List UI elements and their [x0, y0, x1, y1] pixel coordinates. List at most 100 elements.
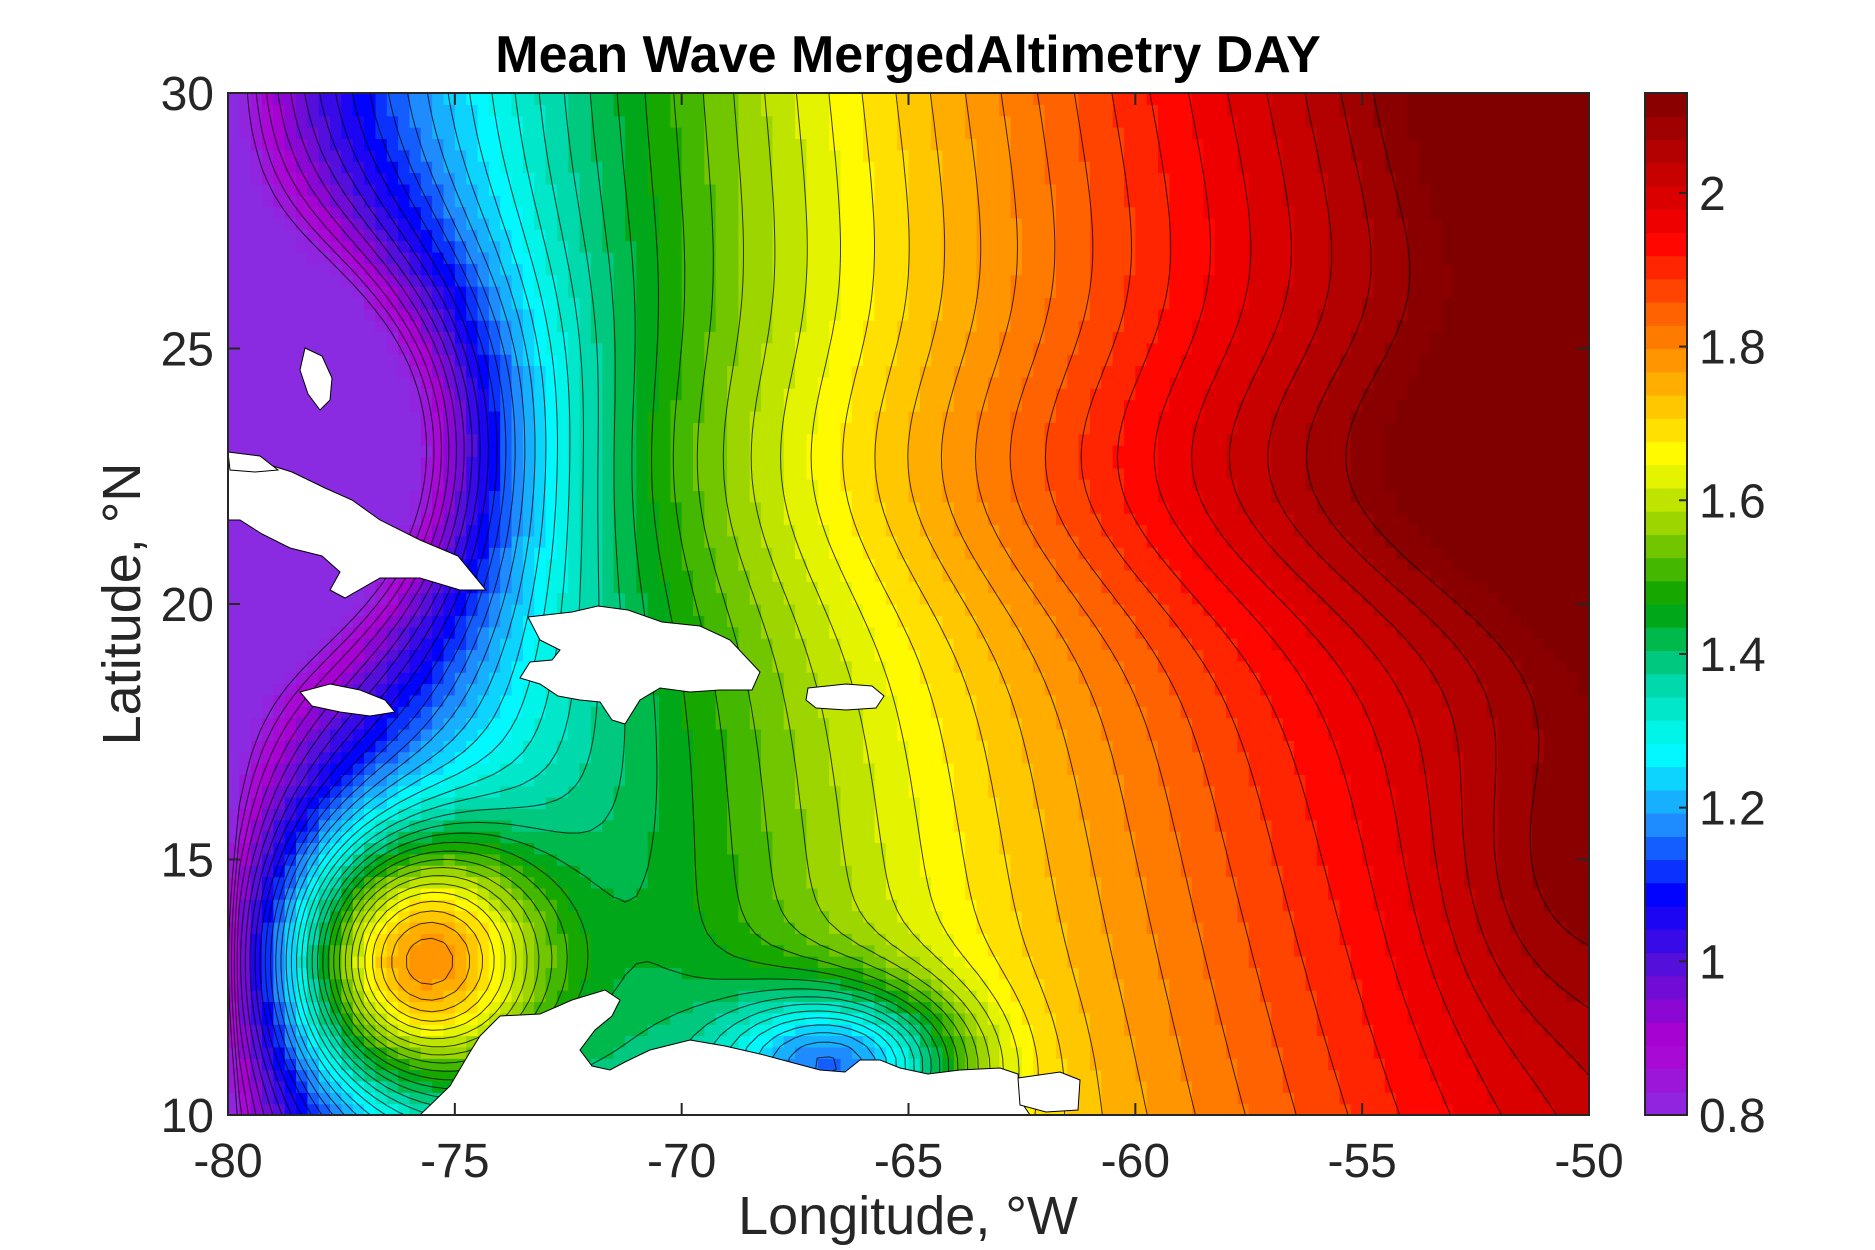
field-cell: [715, 694, 728, 707]
field-cell: [613, 887, 626, 900]
field-cell: [466, 978, 479, 991]
field-cell: [727, 762, 739, 775]
field-cell: [511, 672, 524, 685]
field-cell: [522, 899, 535, 912]
field-cell: [1112, 853, 1125, 866]
field-cell: [987, 717, 1000, 730]
field-cell: [1509, 1092, 1522, 1105]
field-cell: [522, 762, 535, 775]
field-cell: [556, 978, 569, 991]
field-cell: [1339, 876, 1352, 889]
field-cell: [364, 899, 377, 912]
field-cell: [500, 649, 513, 662]
field-cell: [783, 978, 796, 991]
field-cell: [1350, 944, 1363, 957]
field-cell: [840, 740, 853, 753]
field-cell: [874, 762, 887, 775]
field-cell: [262, 865, 274, 878]
field-cell: [624, 910, 637, 923]
field-cell: [545, 774, 558, 787]
field-cell: [534, 683, 547, 696]
field-cell: [613, 1046, 626, 1059]
field-cell: [897, 672, 910, 685]
field-cell: [738, 1024, 751, 1037]
field-cell: [1407, 933, 1420, 946]
field-cell: [500, 921, 513, 934]
field-cell: [636, 887, 649, 900]
field-cell: [1078, 887, 1091, 900]
field-cell: [715, 797, 728, 809]
field-cell: [942, 944, 955, 957]
field-cell: [647, 808, 660, 821]
field-cell: [579, 808, 592, 821]
field-cell: [1407, 853, 1420, 866]
field-cell: [1452, 1069, 1465, 1082]
field-cell: [1146, 933, 1159, 946]
field-cell: [466, 876, 479, 889]
field-cell: [398, 842, 411, 855]
field-cell: [477, 990, 490, 1003]
field-cell: [228, 649, 240, 662]
field-cell: [1237, 865, 1250, 878]
field-cell: [307, 1024, 320, 1037]
field-cell: [1566, 660, 1579, 673]
field-cell: [738, 967, 751, 980]
field-cell: [318, 1046, 331, 1059]
field-cell: [1180, 808, 1193, 821]
field-cell: [1509, 762, 1522, 775]
field-cell: [840, 774, 853, 787]
field-cell: [715, 706, 728, 719]
field-cell: [432, 956, 445, 968]
field-cell: [1532, 1069, 1545, 1082]
field-cell: [1452, 808, 1465, 821]
field-cell: [1475, 694, 1488, 707]
field-cell: [738, 831, 751, 844]
field-cell: [352, 956, 365, 968]
field-cell: [1418, 1069, 1431, 1082]
field-cell: [454, 933, 467, 946]
field-cell: [624, 831, 637, 844]
field-cell: [1418, 717, 1431, 730]
field-cell: [602, 728, 615, 741]
field-cell: [727, 944, 739, 957]
field-cell: [1543, 1001, 1556, 1014]
field-cell: [965, 819, 978, 832]
field-cell: [670, 865, 683, 878]
field-cell: [1021, 967, 1034, 980]
field-cell: [568, 751, 581, 764]
field-cell: [715, 990, 728, 1003]
field-cell: [239, 638, 252, 651]
field-cell: [783, 944, 796, 957]
field-cell: [1554, 728, 1567, 741]
field-cell: [908, 1001, 921, 1014]
field-cell: [1328, 1035, 1341, 1048]
field-cell: [341, 751, 354, 764]
field-cell: [1248, 683, 1261, 696]
field-cell: [624, 785, 637, 798]
field-cell: [296, 1024, 308, 1037]
field-cell: [1543, 672, 1556, 685]
field-cell: [1169, 1001, 1182, 1014]
field-cell: [1532, 774, 1545, 787]
field-cell: [1407, 967, 1420, 980]
field-cell: [1271, 921, 1284, 934]
field-cell: [1158, 819, 1170, 832]
field-cell: [1294, 797, 1307, 809]
field-cell: [749, 774, 762, 787]
field-cell: [1226, 967, 1239, 980]
field-cell: [228, 638, 240, 651]
field-cell: [1486, 649, 1499, 662]
field-cell: [908, 1035, 921, 1048]
field-cell: [1135, 1024, 1148, 1037]
field-cell: [1021, 717, 1034, 730]
field-cell: [783, 706, 796, 719]
field-cell: [318, 1058, 331, 1071]
field-cell: [987, 853, 1000, 866]
field-cell: [1566, 1012, 1579, 1025]
field-cell: [897, 660, 910, 673]
field-cell: [829, 1024, 842, 1037]
field-cell: [1010, 956, 1023, 968]
field-cell: [1566, 933, 1579, 946]
field-cell: [840, 706, 853, 719]
field-cell: [318, 797, 331, 809]
